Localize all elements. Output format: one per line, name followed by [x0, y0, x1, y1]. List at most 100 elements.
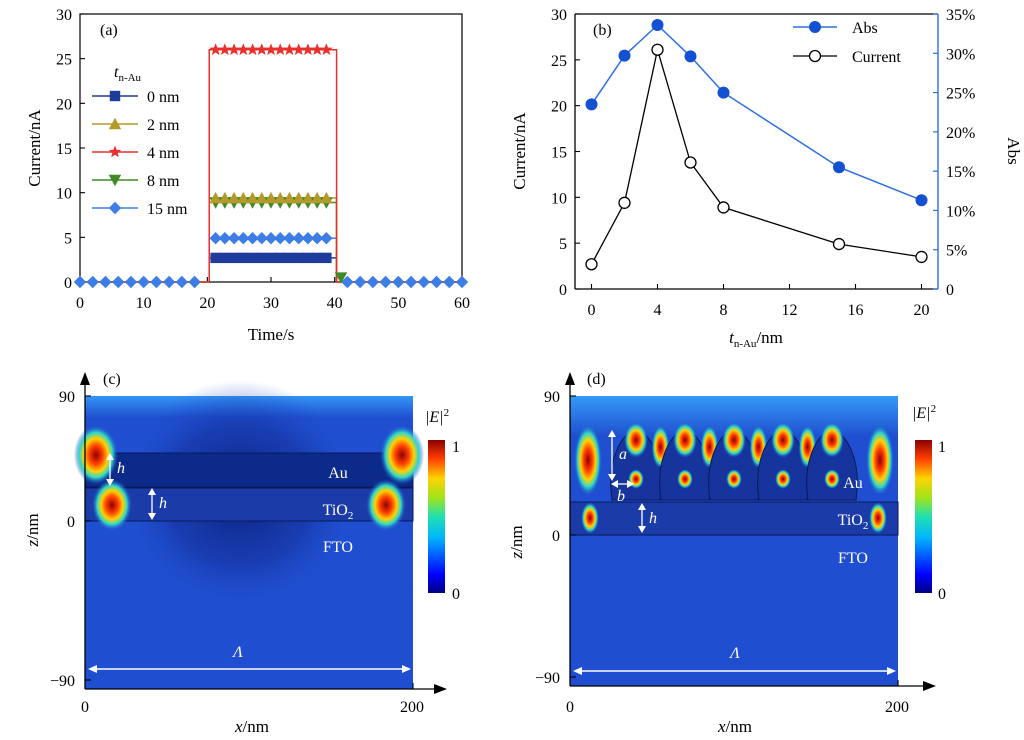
b-arrow-d-head-right	[627, 480, 634, 488]
colorbar-c	[428, 440, 445, 593]
panel-a-ytick-label: 25	[56, 52, 72, 69]
legend-abs-marker	[809, 21, 821, 33]
series-marker-0nm	[238, 252, 249, 264]
h-label-c-1: h	[117, 460, 125, 477]
a-arrow-d-head-top	[608, 430, 616, 437]
x-axis-d-ticklabel-0: 0	[566, 699, 574, 716]
series-marker-4nm	[246, 43, 259, 55]
panel-b-ylabel-right: Abs	[1004, 137, 1023, 164]
particle-top-hotspot	[771, 422, 795, 458]
off-marker	[366, 275, 380, 289]
panel-a-xlabel: Time/s	[248, 325, 295, 344]
abs-point	[585, 98, 598, 111]
colorbar-d-tick-min: 0	[938, 586, 946, 603]
panel-b-label: (b)	[593, 22, 612, 39]
series-marker-15nm	[255, 232, 268, 245]
legend-marker-8nm	[108, 174, 122, 187]
period-arrow-c-head-right	[402, 665, 411, 673]
panel-b-ytick-right-label: 30%	[946, 46, 975, 63]
colorbar-d	[915, 440, 932, 593]
h-arrow-d-head-bottom	[638, 526, 646, 533]
off-marker	[124, 275, 138, 289]
au-label-c: Au	[328, 465, 348, 482]
colorbar-d-label: |E|2	[912, 403, 936, 422]
panel-a-ytick-label: 20	[56, 96, 72, 113]
current-point	[832, 237, 846, 251]
abs-point	[833, 161, 845, 174]
series-marker-2nm	[283, 191, 296, 204]
series-marker-0nm	[219, 252, 231, 264]
off-marker	[392, 275, 405, 289]
off-marker	[188, 275, 201, 289]
series-marker-0nm	[311, 252, 323, 264]
period-arrow-c-head-left	[88, 665, 97, 673]
panel-c-xlabel: x/nm	[234, 717, 269, 736]
colorbar-c-tick-max: 1	[452, 439, 460, 456]
a-label-d: a	[619, 446, 627, 463]
panel-b-xtick-label: 12	[782, 302, 798, 319]
series-marker-15nm	[246, 232, 259, 245]
off-marker	[175, 275, 189, 289]
series-marker-15nm	[227, 232, 241, 245]
series-marker-2nm	[292, 191, 305, 204]
period-arrow-d-head-right	[887, 667, 896, 675]
off-marker	[73, 275, 87, 289]
particle-bottom-hotspot	[677, 469, 693, 489]
abs-point	[915, 194, 928, 207]
panel-b-ytick-right-label: 0	[946, 282, 954, 299]
series-marker-0nm	[210, 252, 221, 264]
period-label-c: Λ	[231, 644, 243, 661]
series-marker-4nm	[218, 43, 231, 55]
off-marker	[353, 275, 367, 289]
panel-c-label: (c)	[103, 371, 121, 388]
h-arrow-d-head-top	[638, 503, 646, 510]
panel-b-ylabel-left: Current/nA	[510, 112, 529, 190]
fto-label-d: FTO	[838, 550, 868, 567]
legend-label-2nm: 2 nm	[147, 117, 180, 134]
panel-b-ytick-right-label: 20%	[946, 125, 975, 142]
h-label-d: h	[649, 510, 657, 527]
current-line	[590, 49, 922, 265]
off-marker	[99, 275, 112, 289]
panel-a-xtick-label: 60	[454, 295, 470, 312]
panel-a-ytick-label: 10	[56, 186, 72, 203]
panel-b: 0 4 8 12 16 20 0 5 10 15 20 25 30 0 5% 10% 15% 20% 25% 30% 3…	[510, 7, 1023, 350]
panel-a-ticks: 0 10 20 30 40 50 60 0 5 10 15 20 25 30	[56, 7, 470, 312]
panel-b-ytick-right-label: 15%	[946, 164, 975, 181]
edge-hotspot-right	[866, 424, 894, 496]
legend-label-8nm: 8 nm	[147, 173, 180, 190]
series-marker-2nm	[246, 191, 259, 204]
series-marker-0nm	[228, 252, 240, 264]
current-point	[915, 250, 928, 264]
field-map-d-hotspot-right-bottom	[869, 502, 887, 534]
series-marker-2nm	[320, 191, 333, 204]
series-marker-15nm	[209, 232, 222, 245]
panel-b-legend: Abs Current	[793, 20, 901, 66]
h-label-c-2: h	[159, 495, 167, 512]
particle-top-hotspot	[673, 422, 697, 458]
series-marker-0nm	[275, 252, 286, 264]
abs-point	[684, 50, 697, 63]
panel-a-ytick-label: 15	[56, 141, 72, 158]
series-marker-0nm	[302, 252, 314, 264]
off-marker	[162, 275, 176, 289]
abs-point	[717, 86, 730, 99]
series-marker-4nm	[320, 43, 333, 55]
b-arrow-d-head-left	[611, 480, 618, 488]
series-marker-4nm	[209, 43, 222, 55]
off-marker	[137, 275, 150, 289]
series-marker-4nm	[237, 43, 250, 55]
series-marker-2nm	[218, 191, 232, 204]
series-marker-4nm	[283, 43, 296, 55]
field-map-c-hotspot-left-bottom	[92, 479, 132, 531]
colorbar-c-tick-min: 0	[452, 586, 460, 603]
off-marker	[341, 275, 354, 289]
panel-a-series	[80, 48, 462, 283]
series-marker-0nm	[284, 252, 295, 264]
series-marker-2nm	[237, 191, 250, 204]
field-map-c-hotspot-left-top	[74, 425, 118, 485]
h-arrow-c-2-head-bottom	[148, 513, 156, 520]
series-marker-15nm	[292, 232, 305, 245]
series-marker-15nm	[320, 232, 333, 245]
